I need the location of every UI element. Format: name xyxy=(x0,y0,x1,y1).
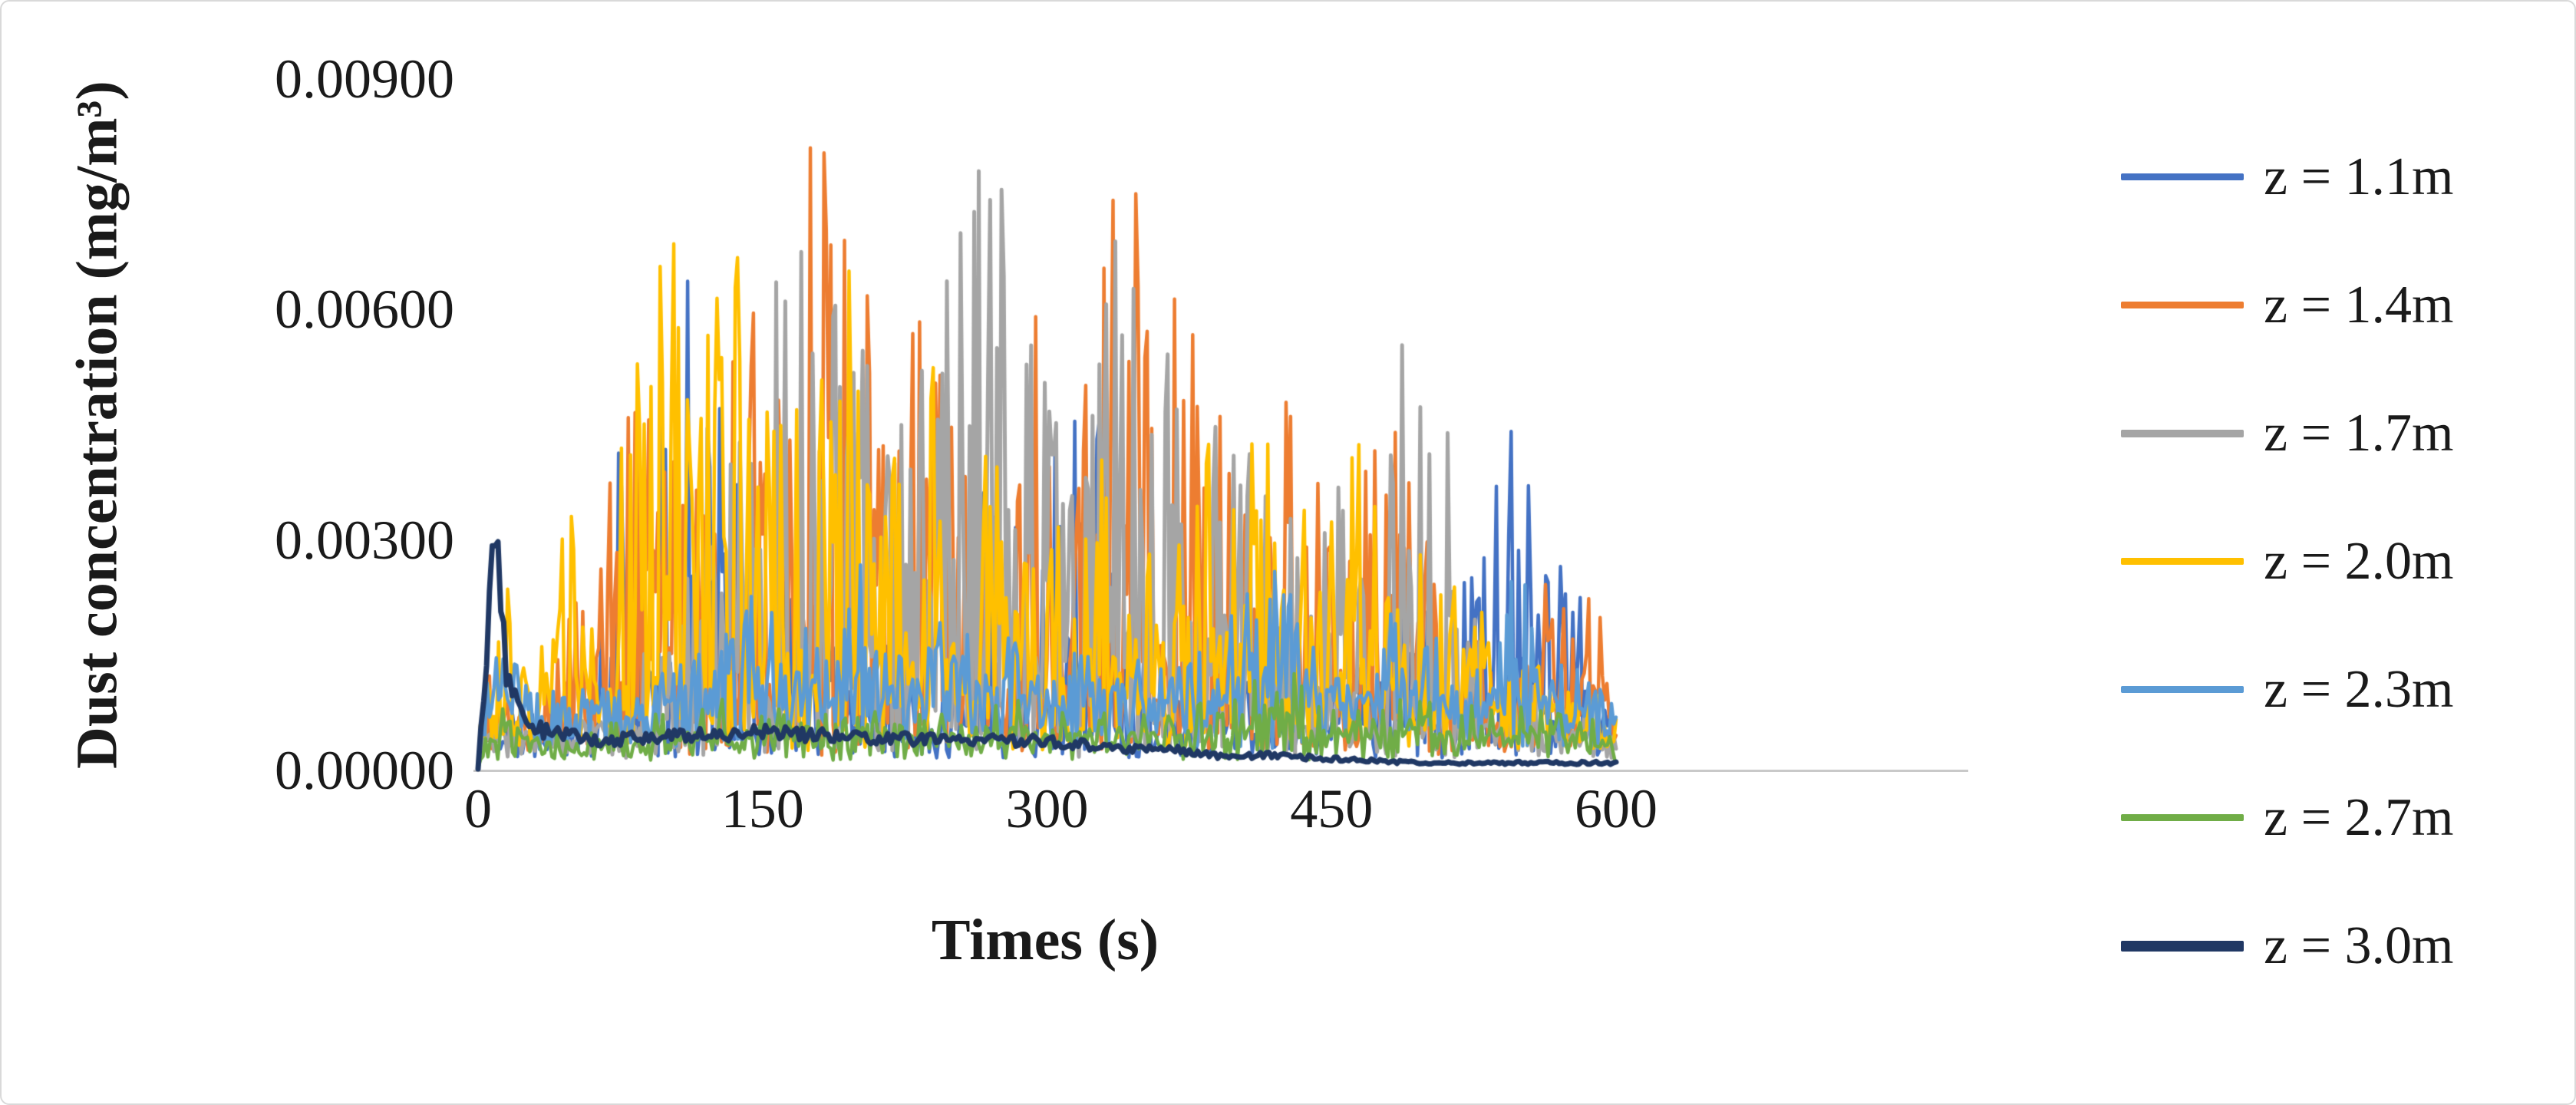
y-axis-title: Dust concentration (mg/m³) xyxy=(64,81,130,769)
legend-line-swatch xyxy=(2121,302,2244,308)
legend-item: z = 2.7m xyxy=(2121,754,2566,882)
legend-item: z = 1.1m xyxy=(2121,113,2566,241)
legend-line-swatch xyxy=(2121,940,2244,952)
legend-label: z = 2.3m xyxy=(2264,659,2454,719)
chart-plot-area xyxy=(462,48,2012,800)
legend-line-swatch xyxy=(2121,686,2244,693)
legend-item: z = 1.7m xyxy=(2121,369,2566,497)
legend-label: z = 3.0m xyxy=(2264,915,2454,975)
legend-line-swatch xyxy=(2121,429,2244,437)
legend-label: z = 1.4m xyxy=(2264,275,2454,335)
legend-line-swatch xyxy=(2121,558,2244,565)
chart-legend: z = 1.1m z = 1.4m z = 1.7m z = 2.0m z = 2.3m… xyxy=(2121,113,2566,1010)
legend-item: z = 2.3m xyxy=(2121,625,2566,754)
legend-label: z = 2.0m xyxy=(2264,531,2454,591)
y-tick-label: 0.00300 xyxy=(275,509,454,571)
legend-label: z = 1.7m xyxy=(2264,403,2454,463)
y-tick-label: 0.00600 xyxy=(275,279,454,341)
legend-item: z = 3.0m xyxy=(2121,882,2566,1010)
legend-label: z = 1.1m xyxy=(2264,147,2454,206)
x-axis-title: Times (s) xyxy=(931,908,1159,972)
legend-line-swatch xyxy=(2121,173,2244,180)
legend-label: z = 2.7m xyxy=(2264,787,2454,847)
legend-item: z = 2.0m xyxy=(2121,497,2566,625)
y-tick-label: 0.00900 xyxy=(275,48,454,110)
y-tick-label: 0.00000 xyxy=(275,740,454,801)
legend-item: z = 1.4m xyxy=(2121,241,2566,369)
legend-line-swatch xyxy=(2121,814,2244,821)
